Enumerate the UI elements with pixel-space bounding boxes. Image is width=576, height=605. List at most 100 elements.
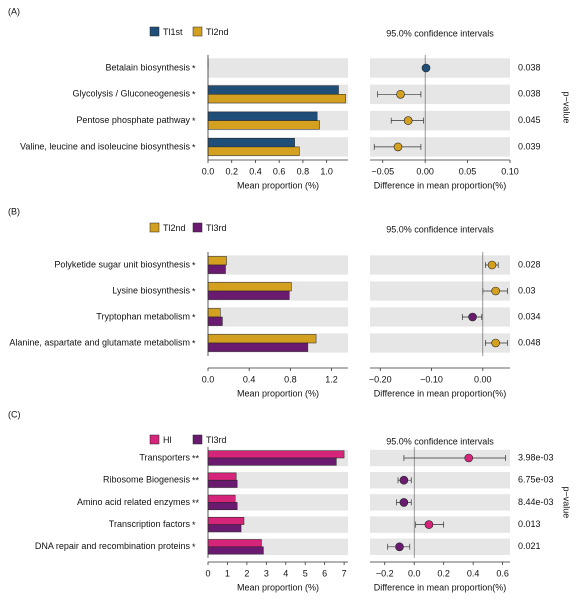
point [422,64,430,72]
bar [208,547,263,554]
p-value: 8.44e-03 [518,497,554,507]
x-tick-label: 1.0 [320,166,333,176]
bar [208,256,227,265]
bar [208,495,235,502]
category-label: Ribosome Biogenesis [103,475,191,485]
category-label: Glycolysis / Gluconeogenesis [72,89,190,99]
p-value: 0.028 [518,259,541,269]
x-axis-label: Mean proportion (%) [237,388,319,398]
bar [208,291,289,300]
p-value: 6.75e-03 [518,475,554,485]
bar [208,86,339,95]
category-label: Tryptophan metabolism [96,311,190,321]
category-label: DNA repair and recombination proteins [35,541,191,551]
legend-label: Tl2nd [206,27,229,37]
significance: * [192,142,196,152]
bar [208,525,241,532]
significance: * [192,286,196,296]
x-tick-label: 0.00 [416,166,434,176]
panel-label: (C) [8,409,21,419]
x-tick-label: 4 [283,568,288,578]
bar [208,539,261,546]
x-tick-label: −0.2 [376,568,394,578]
x-tick-label: 0.0 [202,166,215,176]
x-tick-label: 3 [264,568,269,578]
x-tick-label: 0.4 [467,568,480,578]
x-tick-label: −0.10 [420,374,443,384]
bar [208,265,226,274]
x-axis-label: Difference in mean proportion(%) [374,388,506,398]
x-axis-label: Mean proportion (%) [237,582,319,592]
point [404,117,412,125]
x-tick-label: 0.6 [273,166,286,176]
panel-label: (B) [8,206,20,216]
significance: * [192,260,196,270]
significance: * [192,338,196,348]
p-value: 0.039 [518,141,541,151]
panel-label: (A) [8,6,20,16]
bar [208,138,295,147]
x-tick-label: 0.0 [408,568,421,578]
ci-title: 95.0% confidence intervals [386,436,494,446]
point [400,476,408,484]
category-label: Betalain biosynthesis [105,62,190,72]
category-label: Transcription factors [109,519,191,529]
bar [208,343,308,352]
row-band [208,58,348,77]
x-tick-label: −0.05 [371,166,394,176]
legend-label: Hl [163,435,172,445]
x-tick-label: 0.2 [437,568,450,578]
legend-swatch [150,27,159,36]
significance: * [192,520,196,530]
row-band [370,58,510,77]
point [394,143,402,151]
bar [208,147,299,156]
category-label: Valine, leucine and isoleucine biosynthe… [20,141,190,151]
point [400,498,408,506]
bar [208,308,220,317]
legend-swatch [193,223,202,232]
bar [208,480,237,487]
x-tick-label: 1 [225,568,230,578]
p-value: 3.98e-03 [518,452,554,462]
bar [208,121,320,130]
significance: ** [192,476,200,486]
x-tick-label: 7 [342,568,347,578]
p-value-axis-label: p−value [562,92,572,124]
ci-title: 95.0% confidence intervals [386,28,494,38]
point [469,313,477,321]
bar [208,502,237,509]
x-tick-label: 0.10 [501,166,519,176]
bar [208,94,346,103]
bar [208,517,244,524]
point [465,454,473,462]
row-band [208,255,348,274]
p-value: 0.021 [518,541,541,551]
x-tick-label: 0.8 [297,166,310,176]
significance: ** [192,498,200,508]
point [397,90,405,98]
category-label: Amino acid related enzymes [77,497,191,507]
p-value: 0.038 [518,89,541,99]
x-tick-label: 0.6 [496,568,509,578]
x-tick-label: 0.00 [474,374,492,384]
p-value-axis-label: p−value [562,487,572,519]
p-value: 0.045 [518,115,541,125]
p-value: 0.048 [518,337,541,347]
row-band [370,494,510,510]
legend-label: Tl2nd [163,223,186,233]
x-tick-label: 0.4 [249,166,262,176]
bar [208,334,316,343]
significance: * [192,116,196,126]
point [395,543,403,551]
significance: * [192,63,196,73]
x-axis-label: Mean proportion (%) [237,180,319,190]
bar [208,458,336,465]
category-label: Transporters [139,452,190,462]
ci-title: 95.0% confidence intervals [386,224,494,234]
significance: * [192,542,196,552]
bar [208,451,344,458]
significance: ** [192,453,200,463]
point [425,521,433,529]
